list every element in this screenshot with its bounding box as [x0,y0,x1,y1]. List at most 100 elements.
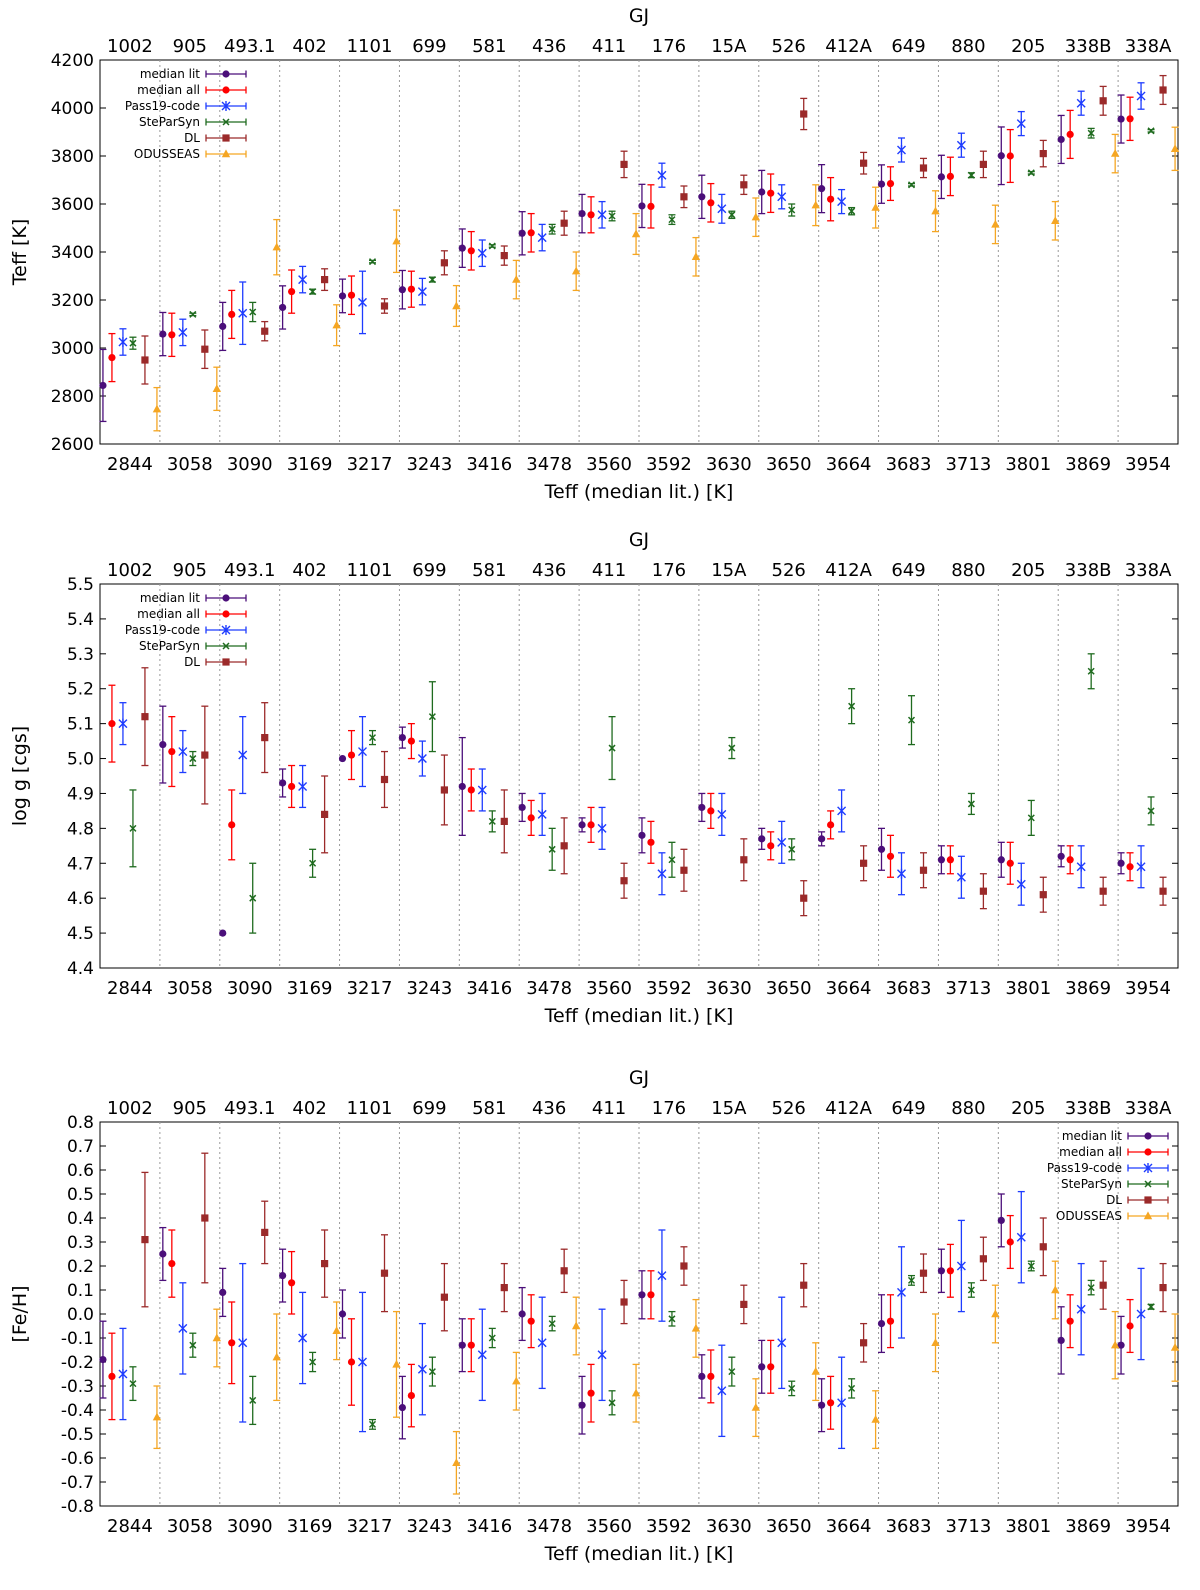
x-tick-label: 3217 [347,454,393,475]
data-point [338,1310,347,1318]
y-tick-label: 4.6 [67,889,94,909]
data-point [818,185,826,193]
series-odusseas [152,1260,1180,1495]
y-axis-title: Teff [K] [9,219,31,286]
data-point [837,805,847,816]
series-steparsyn [129,1260,1155,1430]
data-point [358,297,367,308]
y-tick-label: 0.6 [67,1161,94,1181]
data-point [997,856,1005,864]
data-point [800,1281,808,1289]
top-tick-label: 493.1 [224,1098,276,1119]
data-point [560,842,568,850]
data-point [818,835,826,843]
data-point [680,1262,688,1270]
x-tick-label: 3713 [945,1516,991,1537]
data-point [758,835,766,843]
x-tick-label: 3058 [167,978,213,999]
data-point [560,219,568,227]
y-tick-label: -0.7 [61,1473,94,1493]
x-tick-label: 3169 [287,978,333,999]
data-point [1147,807,1155,815]
y-tick-label: 3800 [51,147,94,167]
y-tick-label: 4.4 [67,959,94,979]
data-point [979,160,987,168]
x-tick-label: 3592 [646,1516,692,1537]
data-point [249,894,257,902]
data-point [1066,1317,1074,1325]
data-point [212,1333,222,1342]
data-point [620,877,628,885]
data-point [347,1358,356,1366]
chart-panel-3: -0.8 -0.7 -0.6 -0.5 -0.4 -0.3 -0.2 -0.1 0.0 0.1 0.… [9,1067,1180,1565]
series-pass19-code [118,82,1146,356]
data-point [1126,1322,1134,1330]
data-point [1051,216,1060,224]
data-point [368,1420,377,1428]
top-tick-label: 880 [951,1098,985,1119]
data-point [946,1267,954,1275]
data-point [467,786,475,794]
legend-marker [221,101,231,111]
data-point [368,258,377,266]
top-tick-label: 338A [1125,36,1172,57]
data-point [956,1261,966,1271]
data-point [238,1337,248,1348]
data-point [1147,1303,1155,1311]
y-tick-label: -0.1 [61,1329,94,1349]
data-point [1066,130,1074,138]
data-point [537,809,547,820]
data-point [189,1341,197,1349]
data-point [698,193,706,201]
x-tick-label: 2844 [107,1516,153,1537]
top-axis-title: GJ [629,529,649,551]
y-tick-label: 5.3 [67,645,94,665]
x-tick-label: 3478 [526,1516,572,1537]
data-point [800,110,808,118]
data-point [477,248,487,259]
data-point [860,1339,868,1347]
data-point [518,1310,526,1318]
top-tick-label: 905 [173,1098,207,1119]
x-tick-label: 3664 [826,454,872,475]
x-tick-label: 3650 [766,1516,812,1537]
data-point [309,859,317,867]
data-point [159,1250,167,1258]
data-point [767,1363,775,1371]
data-point [452,301,461,310]
data-point [1066,856,1074,864]
data-point [1076,861,1086,872]
data-point [1039,150,1047,158]
legend-label: Pass19-code [125,99,200,113]
data-point [886,180,895,188]
x-tick-label: 3416 [466,978,512,999]
data-point [979,1255,987,1263]
data-point [571,1321,581,1330]
top-tick-label: 436 [532,1098,566,1119]
data-point [518,229,526,237]
x-tick-label: 3713 [945,454,991,475]
x-tick-label: 3169 [287,454,333,475]
top-tick-label: 402 [292,560,326,581]
data-point [597,823,607,834]
top-tick-label: 402 [292,1098,326,1119]
data-point [907,716,916,724]
data-point [668,856,676,864]
data-point [159,740,167,749]
data-point [871,203,880,211]
legend-label: Pass19-code [125,623,200,637]
legend-label: DL [184,655,200,669]
y-tick-label: 3400 [51,243,94,263]
data-point [707,199,715,207]
data-point [777,191,787,202]
data-point [1016,879,1026,890]
data-point [871,1415,880,1423]
data-point [228,310,236,318]
data-point [392,1359,401,1368]
data-point [321,810,329,818]
top-tick-label: 412A [825,560,872,581]
y-tick-label: 4.9 [67,784,94,804]
series-median-lit [99,1193,1125,1440]
data-point [877,180,886,188]
data-point [717,1385,727,1396]
